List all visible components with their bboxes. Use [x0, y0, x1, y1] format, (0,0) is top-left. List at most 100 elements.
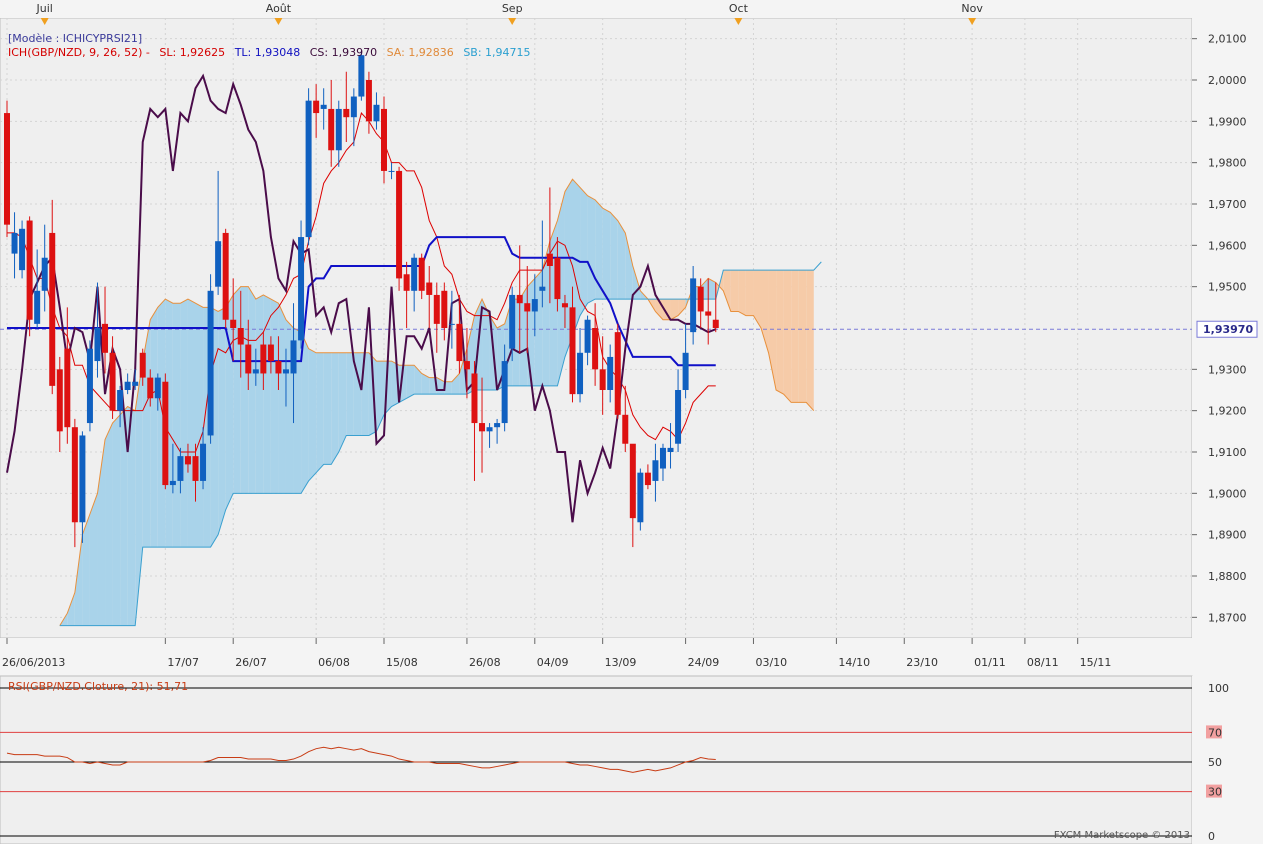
- cloud-segment: [444, 381, 452, 395]
- candle: [697, 278, 704, 328]
- chikou-span-line: [6, 73, 717, 523]
- cloud-segment: [542, 241, 550, 386]
- cloud-segment: [316, 352, 324, 473]
- ichimoku-prefix: ICH(GBP/NZD, 9, 26, 52) -: [8, 46, 150, 59]
- candle-body: [531, 299, 538, 312]
- candle-body: [584, 319, 591, 353]
- cloud-segment: [127, 406, 136, 626]
- price-tick-label: 1,9800: [1208, 157, 1247, 170]
- candle: [629, 443, 636, 548]
- candle: [162, 373, 169, 490]
- candle: [471, 361, 478, 481]
- candle: [26, 216, 33, 337]
- date-label: 15/08: [386, 656, 418, 669]
- cloud-segment: [421, 373, 430, 395]
- candle: [49, 199, 56, 395]
- cloud-segment: [451, 373, 460, 395]
- candle: [313, 84, 320, 138]
- candle-body: [569, 307, 576, 395]
- cloud-segment: [580, 187, 588, 316]
- candle: [237, 290, 244, 378]
- candle: [622, 385, 629, 452]
- candle-body: [184, 456, 191, 465]
- month-label: Sep: [502, 2, 523, 15]
- candle: [614, 323, 621, 419]
- candle: [267, 336, 274, 374]
- candle: [169, 443, 176, 494]
- candle-body: [79, 435, 86, 523]
- cloud-segment: [602, 208, 611, 300]
- candle: [607, 344, 614, 403]
- candle-body: [335, 108, 342, 151]
- month-marker-icon: [734, 18, 743, 25]
- cloud-segment: [278, 303, 286, 494]
- candle-body: [200, 443, 207, 481]
- candle: [411, 253, 418, 312]
- cloud-segment: [82, 514, 90, 626]
- cloud-segment: [670, 299, 679, 320]
- candle: [79, 431, 86, 543]
- candle: [690, 266, 697, 345]
- candle-body: [305, 100, 312, 238]
- candle-body: [56, 369, 63, 432]
- cloud-segment: [187, 299, 196, 548]
- month-marker-icon: [508, 18, 517, 25]
- top-axis-bar: [0, 0, 1263, 18]
- cloud-segment: [361, 352, 369, 436]
- model-text: [Modèle : ICHICYPRSI21]: [8, 32, 143, 45]
- cloud-segment: [783, 270, 792, 403]
- cloud-segment: [331, 352, 339, 465]
- cloud-segment: [301, 332, 309, 494]
- cloud-segment: [723, 270, 731, 312]
- cloud-segment: [791, 270, 799, 403]
- cloud-segment: [534, 270, 543, 386]
- candle: [260, 332, 267, 390]
- candle-body: [26, 220, 33, 320]
- candle-body: [539, 286, 546, 291]
- ichimoku-legend: ICH(GBP/NZD, 9, 26, 52) - SL: 1,92625 TL…: [8, 46, 537, 59]
- candle-body: [117, 390, 124, 411]
- candle-body: [667, 447, 674, 452]
- candle-body: [675, 390, 682, 444]
- candle-body: [4, 113, 10, 225]
- rsi-indicator: 100 70 50 30 0: [0, 682, 1229, 843]
- candle: [403, 261, 410, 328]
- candle: [86, 340, 93, 432]
- cloud-segment: [753, 270, 761, 328]
- candle-body: [524, 303, 531, 312]
- candle: [524, 266, 531, 353]
- candle-body: [682, 352, 689, 390]
- candle-body: [358, 55, 365, 97]
- candle-body: [637, 472, 644, 523]
- cloud-segment: [218, 307, 226, 535]
- candle-body: [94, 328, 101, 362]
- cloud-segment: [112, 414, 121, 626]
- cloud-segment: [776, 270, 784, 395]
- cloud-segment: [376, 361, 384, 432]
- candle: [358, 51, 365, 101]
- candle: [328, 80, 335, 167]
- candle-body: [365, 80, 372, 122]
- cloud-segment: [172, 303, 181, 548]
- candle: [200, 427, 207, 490]
- rsi-legend: RSI(GBP/NZD.Cloture, 21): 51,71: [8, 680, 194, 693]
- current-price-tag: [1196, 320, 1258, 338]
- candle-body: [644, 472, 651, 486]
- month-marker-icon: [968, 18, 977, 25]
- candle-body: [509, 294, 516, 349]
- candle-body: [448, 323, 455, 325]
- candle: [350, 88, 357, 147]
- candle-body: [132, 381, 139, 386]
- cloud-segment: [798, 270, 807, 403]
- price-tick-label: 1,9300: [1208, 363, 1247, 376]
- candle: [290, 303, 297, 424]
- current-price-label: 1,93970: [1203, 323, 1253, 336]
- month-label: Juil: [36, 2, 53, 15]
- cloud-segment: [89, 493, 98, 626]
- candle: [252, 348, 259, 386]
- candle-body: [230, 319, 237, 328]
- candle: [124, 373, 131, 395]
- price-tick-label: 1,9500: [1208, 281, 1247, 294]
- candle-body: [328, 108, 335, 151]
